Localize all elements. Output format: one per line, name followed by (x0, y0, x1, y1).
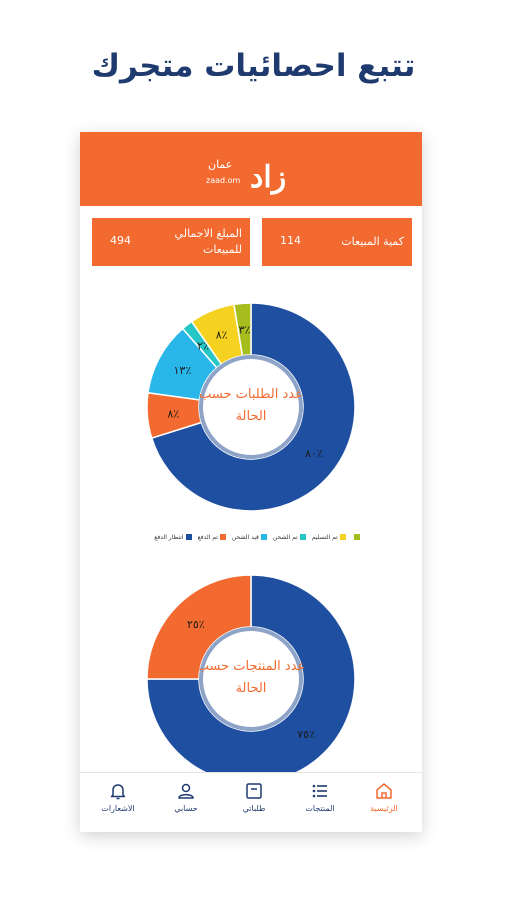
nav-notifications-label: الاشعارات (101, 804, 135, 813)
nav-account-label: حسابي (174, 804, 198, 813)
sales-quantity-value: 114 (280, 234, 301, 247)
total-amount-card: المبلغ الاجمالي للمبيعات 494 (92, 218, 250, 266)
sales-quantity-label: كمية المبيعات (341, 235, 404, 248)
user-icon (178, 783, 194, 799)
legend-swatch (353, 534, 360, 540)
slice-value-label: ٧٥٪ (297, 728, 315, 741)
nav-products[interactable]: المنتجات (288, 781, 352, 813)
products-status-chart: ٧٥٪ ٢٥٪ عدد المنتجات حسب الحالة (136, 564, 366, 794)
nav-products-label: المنتجات (305, 804, 335, 813)
donut-hole (199, 355, 303, 459)
zaad-logo[interactable]: زاد عمان zaad.om (202, 158, 312, 195)
slice-value-label: ٨٠٪ (305, 447, 323, 460)
home-icon (376, 783, 392, 799)
orders-chart-title: عدد الطلبات حسب الحالة (199, 387, 303, 424)
nav-notifications[interactable]: الاشعارات (86, 781, 150, 813)
orders-status-chart: ٨٠٪ ٨٪ ١٣٪ ٢٪ ٨٪ ٣٪ عدد الطلبات حسب الحالة (136, 292, 366, 522)
total-amount-value: 494 (110, 234, 131, 247)
legend-swatch (219, 534, 226, 540)
sales-quantity-card: كمية المبيعات 114 (262, 218, 412, 266)
legend-swatch (339, 534, 346, 540)
logo-mark: زاد (250, 160, 287, 195)
slice-value-label: ٣٪ (239, 323, 251, 336)
legend-label: انتظار الدفع (154, 533, 184, 541)
nav-account[interactable]: حسابي (154, 781, 218, 813)
total-amount-label: المبلغ الاجمالي للمبيعات (174, 227, 242, 256)
app-header: زاد عمان zaad.om (80, 132, 422, 206)
legend-label: قيد الشحن (231, 533, 259, 541)
legend-item: تم الشحن (273, 530, 306, 544)
slice-value-label: ١٣٪ (174, 364, 192, 377)
bell-icon (110, 784, 126, 800)
orders-box-icon (246, 783, 262, 799)
legend-swatch (260, 534, 267, 540)
nav-home-label: الرئيسية (370, 804, 398, 813)
slice-value-label: ٢٥٪ (187, 618, 205, 631)
legend-item: قيد الشحن (232, 530, 267, 544)
orders-legend: انتظار الدفع تم الدفع قيد الشحن تم الشحن… (126, 530, 388, 544)
page-headline: تتبع احصائيات متجرك (91, 48, 416, 84)
logo-english: zaad.om (206, 176, 241, 185)
bottom-navigation: الرئيسية المنتجات طلباتي حسابي (80, 772, 422, 832)
phone-frame: زاد عمان zaad.om المبلغ الاجمالي للمبيعا… (80, 132, 422, 832)
legend-item: تم الدفع (198, 530, 226, 544)
legend-item: تم التسليم (312, 530, 346, 544)
products-chart-title: عدد المنتجات حسب الحالة (196, 659, 306, 696)
legend-swatch (185, 534, 192, 540)
nav-orders-label: طلباتي (242, 804, 266, 813)
legend-label: تم التسليم (311, 533, 338, 541)
nav-orders[interactable]: طلباتي (222, 781, 286, 813)
donut-hole (199, 627, 303, 731)
slice-value-label: ٢٪ (197, 339, 209, 352)
nav-home[interactable]: الرئيسية (352, 781, 416, 813)
legend-swatch (299, 534, 306, 540)
slice-value-label: ٨٪ (216, 329, 228, 342)
legend-item (352, 530, 360, 544)
legend-label: تم الشحن (272, 533, 298, 541)
list-icon (312, 784, 327, 798)
legend-label: تم الدفع (197, 533, 218, 541)
legend-item: انتظار الدفع (154, 530, 192, 544)
products-donut-svg: ٧٥٪ ٢٥٪ (146, 574, 356, 784)
slice-value-label: ٨٪ (167, 407, 179, 420)
orders-donut-svg: ٨٠٪ ٨٪ ١٣٪ ٢٪ ٨٪ ٣٪ (146, 302, 356, 512)
logo-arabic: عمان (208, 158, 233, 171)
